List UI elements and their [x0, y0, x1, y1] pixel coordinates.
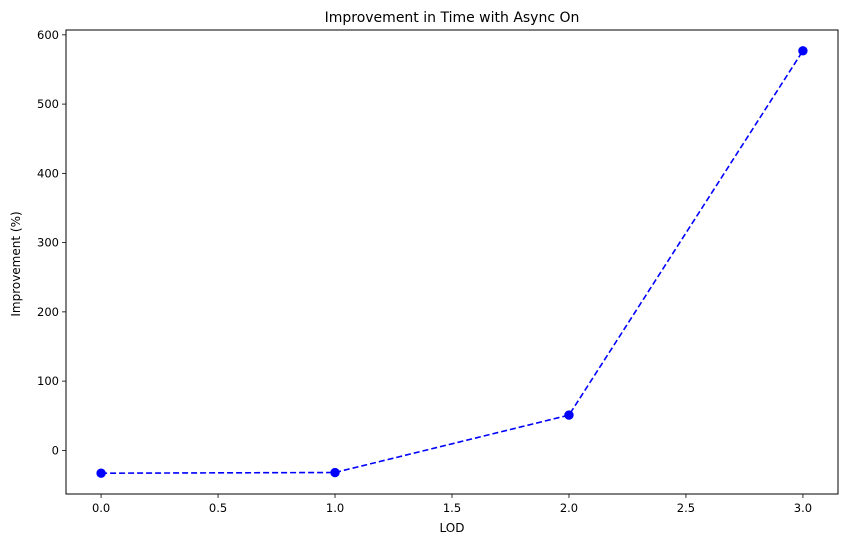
- axes-frame: [65, 29, 839, 495]
- y-tick-label: 0: [52, 443, 59, 457]
- series-line: [101, 50, 804, 475]
- data-point: [798, 46, 808, 56]
- x-tick-label: 1.5: [443, 501, 461, 515]
- x-tick-label: 3.0: [794, 501, 812, 515]
- y-tick-label: 200: [37, 305, 59, 319]
- x-tick-label: 0.0: [92, 501, 110, 515]
- x-tick-label: 2.0: [560, 501, 578, 515]
- data-point: [96, 468, 106, 478]
- y-tick-label: 300: [37, 236, 59, 250]
- x-axis-label: LOD: [440, 521, 465, 535]
- y-tick-label: 400: [37, 166, 59, 180]
- chart-title: Improvement in Time with Async On: [325, 10, 580, 26]
- y-axis-label: Improvement (%): [9, 211, 23, 316]
- data-point: [564, 410, 574, 420]
- data-point: [330, 467, 340, 478]
- x-tick-label: 2.5: [677, 501, 695, 515]
- x-tick-label: 0.5: [209, 501, 227, 515]
- y-tick-label: 100: [37, 374, 59, 388]
- plot-area: 0.0 0.5 1.0 1.5 2.0 2.5 3.0 0 100 200 300 400 500 600: [37, 28, 839, 515]
- y-tick-label: 500: [37, 97, 59, 111]
- x-tick-label: 1.0: [326, 501, 344, 515]
- y-tick-label: 600: [37, 28, 59, 42]
